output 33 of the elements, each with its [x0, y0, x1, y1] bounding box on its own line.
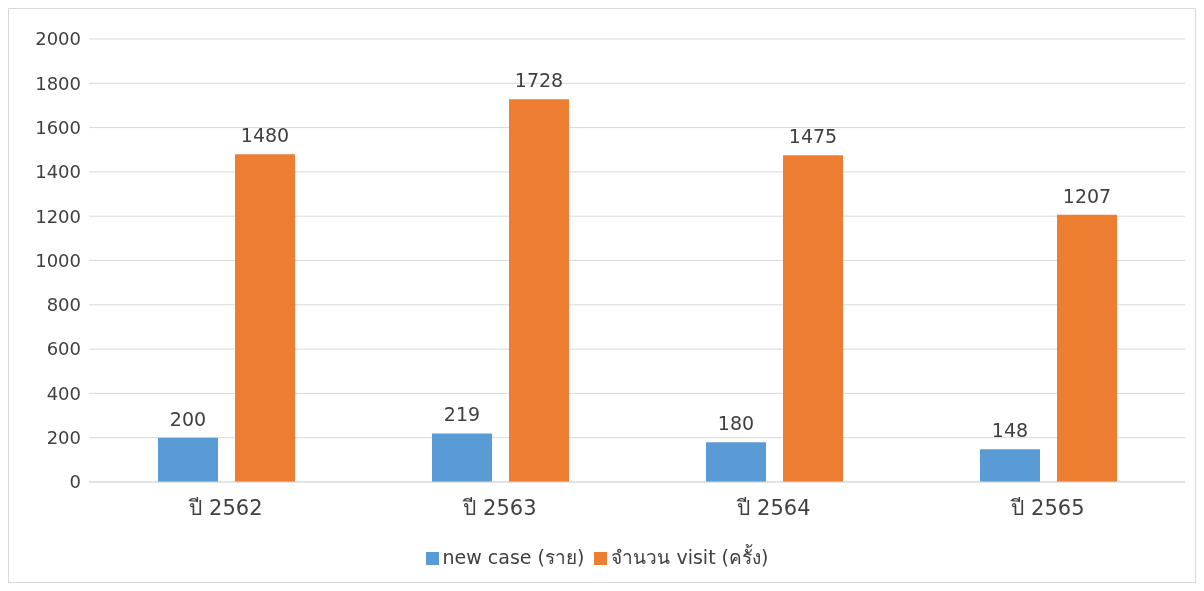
- data-label: 219: [443, 403, 481, 426]
- x-tick-label: ปี 2562: [188, 495, 263, 520]
- bar: [235, 154, 295, 482]
- y-tick-label: 1200: [35, 205, 81, 227]
- data-label: 1207: [1062, 184, 1112, 207]
- bar: [783, 155, 843, 482]
- y-tick-label: 1000: [35, 249, 81, 271]
- bar: [980, 449, 1040, 482]
- data-label: 1475: [788, 125, 838, 148]
- data-label: 1728: [514, 69, 564, 92]
- x-tick-label: ปี 2563: [462, 495, 537, 520]
- y-tick-label: 1600: [35, 116, 81, 138]
- bar: [706, 442, 766, 482]
- data-label: 180: [717, 412, 755, 435]
- y-tick-label: 800: [46, 294, 81, 316]
- legend-label: new case (ราย): [442, 546, 585, 568]
- data-label: 1480: [240, 124, 290, 147]
- x-tick-label: ปี 2564: [736, 495, 811, 520]
- y-tick-label: 2000: [35, 28, 81, 50]
- y-tick-label: 1800: [35, 72, 81, 94]
- bar: [158, 437, 218, 482]
- data-label: 148: [991, 419, 1029, 442]
- y-tick-label: 400: [46, 382, 81, 404]
- bar: [1057, 214, 1117, 482]
- bar: [509, 99, 569, 482]
- y-tick-label: 0: [69, 471, 81, 493]
- data-label: 200: [169, 407, 207, 430]
- legend-label: จำนวน visit (ครั้ง): [611, 546, 769, 568]
- y-tick-label: 600: [46, 338, 81, 360]
- x-tick-label: ปี 2565: [1010, 495, 1085, 520]
- bar: [432, 433, 492, 482]
- y-tick-label: 1400: [35, 161, 81, 183]
- y-tick-label: 200: [46, 427, 81, 449]
